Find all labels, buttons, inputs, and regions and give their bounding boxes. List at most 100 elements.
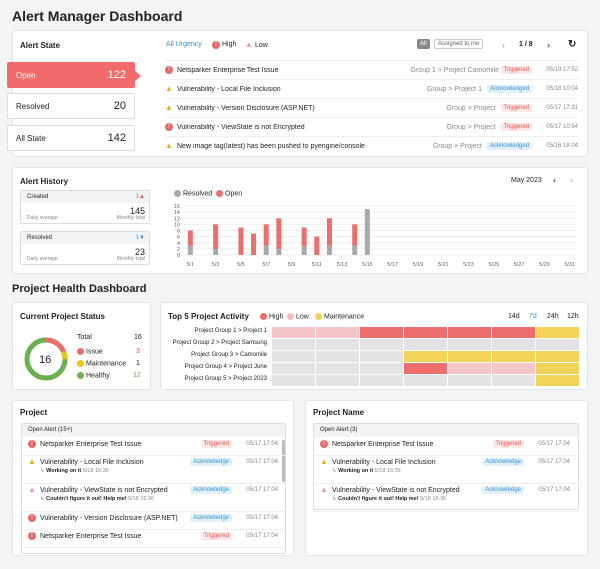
alert-row[interactable]: ▲ Vulnerability - Local File Inclusion Gro… — [165, 79, 578, 98]
heatmap-cell[interactable] — [360, 363, 404, 374]
heatmap-cell[interactable] — [492, 363, 536, 374]
warning-icon: ▲ — [320, 457, 328, 466]
heatmap-cell[interactable] — [492, 351, 536, 362]
bar-resolved — [326, 245, 332, 255]
heatmap-cell[interactable] — [316, 363, 360, 374]
list-item[interactable]: ▲ Vulnerability - Local File Inclusion Ack… — [320, 457, 570, 475]
heatmap-cell[interactable] — [536, 363, 580, 374]
item-date: 05/17 17:04 — [538, 459, 570, 465]
alert-project: Group 1 > Project Camomile — [410, 66, 500, 74]
heatmap-cell[interactable] — [360, 327, 404, 338]
next-month-icon[interactable]: › — [570, 175, 573, 185]
list-item[interactable]: ! Netsparker Enterprise Test Issue Trigger… — [320, 440, 570, 448]
x-tick-label: 5/9 — [288, 262, 296, 268]
heatmap-cell[interactable] — [360, 351, 404, 362]
filter-high[interactable]: ! High — [212, 41, 236, 49]
heatmap-cell[interactable] — [492, 339, 536, 350]
heatmap-cell[interactable] — [404, 327, 448, 338]
alert-row[interactable]: ! Netsparker Enterprise Test Issue Group 1… — [165, 60, 578, 79]
status-badge: Triggered — [500, 123, 532, 131]
y-tick-label: 8 — [177, 229, 180, 235]
list-item[interactable]: ▲ Vulnerability - Local File Inclusion Ack… — [28, 457, 278, 475]
range-12h[interactable]: 12h — [567, 313, 579, 320]
project-title: Project — [20, 408, 48, 417]
heatmap-cell[interactable] — [448, 339, 492, 350]
heatmap-cell[interactable] — [492, 375, 536, 386]
created-box: Created 1▲ 145 Daily average Monthly tot… — [20, 190, 150, 224]
heatmap-cell[interactable] — [404, 375, 448, 386]
heatmap-row-label: Project Group 4 > Project June — [184, 364, 267, 370]
alert-history-card — [12, 167, 588, 274]
heatmap-cell[interactable] — [448, 375, 492, 386]
heatmap-cell[interactable] — [448, 363, 492, 374]
warning-icon: ▲ — [28, 457, 36, 466]
warning-icon: ▲ — [165, 103, 173, 112]
alert-row[interactable]: ▲ New image tag(latest) has been pushed t… — [165, 136, 578, 155]
heatmap-cell[interactable] — [492, 327, 536, 338]
alert-row[interactable]: ! Vulnerability - ViewState is not Encryp… — [165, 117, 578, 136]
refresh-icon[interactable]: ↻ — [568, 39, 577, 50]
alert-row[interactable]: ▲ Vulnerability - Version Disclosure (ASP… — [165, 98, 578, 117]
item-date: 05/17 17:04 — [538, 487, 570, 493]
state-all[interactable]: All State 142 — [7, 125, 135, 151]
prev-page-icon[interactable]: ‹ — [502, 40, 505, 50]
bar-resolved — [213, 248, 219, 255]
bar-open — [187, 230, 193, 246]
list-item[interactable]: ! Vulnerability - Version Disclosure (ASP… — [28, 514, 278, 522]
list-item[interactable]: ! Netsparker Enterprise Test Issue Trigger… — [28, 532, 278, 540]
x-tick-label: 5/19 — [413, 262, 424, 268]
heatmap-cell[interactable] — [272, 327, 316, 338]
item-title: Netsparker Enterprise Test Issue — [332, 440, 434, 448]
heatmap-cell[interactable] — [404, 363, 448, 374]
status-badge: Acknowledged — [486, 85, 532, 93]
prev-month-icon[interactable]: ‹ — [553, 175, 556, 185]
heatmap-cell[interactable] — [316, 375, 360, 386]
heatmap-cell[interactable] — [536, 327, 580, 338]
created-change: 1▲ — [135, 194, 145, 200]
error-icon: ! — [28, 532, 36, 540]
range-7d[interactable]: 7d — [529, 313, 537, 320]
range-24h[interactable]: 24h — [547, 313, 559, 320]
heatmap-cell[interactable] — [272, 375, 316, 386]
heatmap-cell[interactable] — [316, 339, 360, 350]
range-14d[interactable]: 14d — [508, 313, 520, 320]
filter-all-urgency[interactable]: All Urgency — [166, 41, 202, 48]
list-item[interactable]: ! Netsparker Enterprise Test Issue Trigger… — [28, 440, 278, 448]
heatmap-cell[interactable] — [536, 351, 580, 362]
heatmap-cell[interactable] — [448, 351, 492, 362]
list-item[interactable]: ▲ Vulnerability - ViewState is not Encryp… — [320, 485, 570, 503]
x-tick-label: 5/7 — [262, 262, 270, 268]
state-resolved[interactable]: Resolved 20 — [7, 93, 135, 119]
list-item[interactable]: ▲ Vulnerability - ViewState is not Encryp… — [28, 485, 278, 503]
heatmap-cell[interactable] — [316, 327, 360, 338]
next-page-icon[interactable]: › — [547, 40, 550, 50]
bar-open — [326, 218, 332, 246]
heatmap-cell[interactable] — [536, 339, 580, 350]
heatmap-cell[interactable] — [448, 327, 492, 338]
y-tick-label: 14 — [174, 210, 180, 216]
heatmap-cell[interactable] — [272, 351, 316, 362]
status-badge: Acknowledge — [482, 458, 524, 466]
heatmap-cell[interactable] — [316, 351, 360, 362]
heatmap-cell[interactable] — [360, 375, 404, 386]
alert-title: Vulnerability - Version Disclosure (ASP.… — [177, 104, 315, 112]
error-icon: ! — [28, 440, 36, 448]
heatmap-cell[interactable] — [272, 339, 316, 350]
page-indicator: 1 / 8 — [519, 41, 533, 48]
state-open[interactable]: Open 122 — [7, 62, 141, 88]
heatmap-cell[interactable] — [360, 339, 404, 350]
legend-open: Open — [216, 190, 242, 197]
toggle-assigned[interactable]: Assigned to me — [434, 39, 484, 49]
filter-low[interactable]: ▲ Low — [245, 40, 268, 50]
heatmap-cell[interactable] — [404, 351, 448, 362]
heatmap-cell[interactable] — [404, 339, 448, 350]
heatmap-cell[interactable] — [536, 375, 580, 386]
alert-title: Vulnerability - ViewState is not Encrypt… — [177, 123, 305, 131]
donut-center: 16 — [39, 354, 52, 366]
status-badge: Triggered — [500, 104, 532, 112]
scrollbar[interactable] — [282, 440, 285, 482]
alert-state-title: Alert State — [20, 41, 61, 50]
donut-issue — [24, 337, 68, 381]
heatmap-cell[interactable] — [272, 363, 316, 374]
toggle-all[interactable]: All — [417, 39, 430, 49]
